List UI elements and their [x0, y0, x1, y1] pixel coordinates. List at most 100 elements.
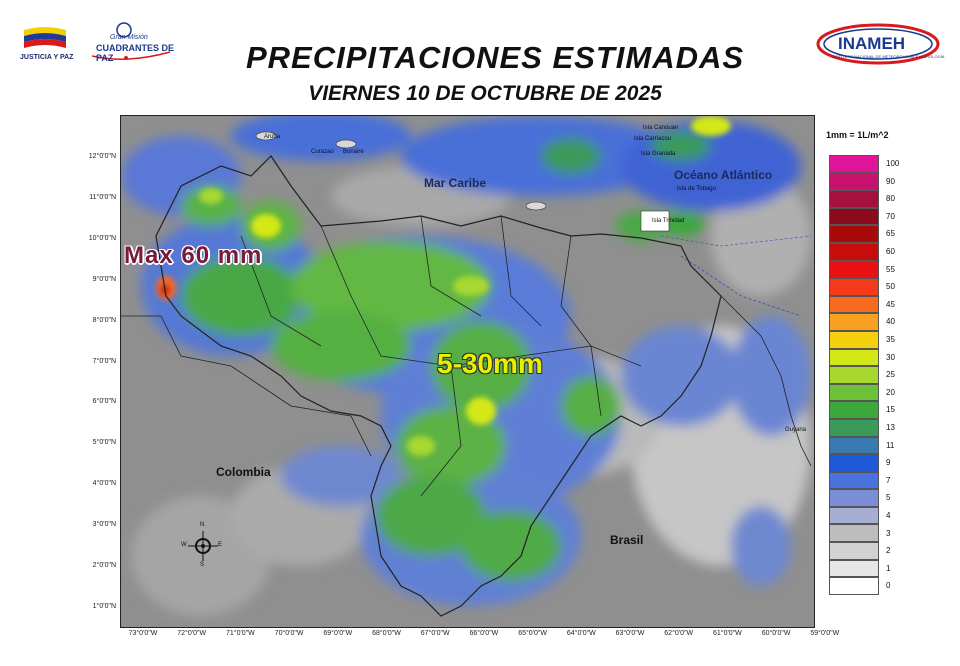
venezuela-flag-logo — [22, 24, 68, 52]
precipitation-map-graphic — [121, 116, 814, 627]
legend-swatch — [829, 559, 879, 578]
legend-label: 3 — [886, 528, 891, 538]
cuadrantes-text: CUADRANTES DE PAZ — [96, 43, 175, 63]
colombia-label: Colombia — [216, 465, 271, 479]
longitude-tick: 73°0'0"W — [128, 630, 158, 637]
longitude-tick: 71°0'0"W — [225, 630, 255, 637]
latitude-tick: 7°0'0"N — [92, 357, 116, 365]
legend-label: 9 — [886, 458, 891, 468]
legend-label: 5 — [886, 493, 891, 503]
legend-label: 50 — [886, 282, 895, 292]
legend-swatch — [829, 454, 879, 472]
legend-swatch — [829, 155, 879, 173]
latitude-tick: 4°0'0"N — [92, 480, 116, 488]
legend-label: 90 — [886, 176, 895, 186]
legend-label: 35 — [886, 335, 895, 344]
longitude-tick: 62°0'0"W — [664, 630, 694, 637]
bonaire-label: Bonaire — [343, 149, 364, 155]
legend-swatch — [829, 278, 879, 296]
latitude-tick: 10°0'0"N — [88, 234, 116, 242]
legend-label: 13 — [886, 423, 895, 432]
cuadrantes-de-paz-logo: Gran Misión CUADRANTES DE PAZ — [82, 20, 177, 63]
legend-label: 30 — [886, 352, 895, 362]
inameh-text: INAMEH — [838, 34, 906, 53]
legend-swatch — [829, 436, 879, 455]
legend-label: 40 — [886, 317, 895, 327]
legend-label: 80 — [886, 194, 895, 204]
legend-title: 1mm = 1L/m^2 — [826, 130, 889, 140]
legend-swatch — [829, 313, 879, 331]
legend-label: 4 — [886, 511, 891, 520]
longitude-tick: 64°0'0"W — [566, 630, 596, 637]
legend-swatch — [829, 295, 879, 314]
longitude-tick: 67°0'0"W — [420, 630, 450, 637]
inameh-logo: INAMEH INSTITUTO NACIONAL DE METEOROLOGÍ… — [816, 22, 944, 66]
guyana-label: Guyana — [785, 427, 807, 433]
legend-swatch — [829, 542, 879, 560]
legend-swatch — [829, 330, 879, 349]
latitude-tick: 11°0'0"N — [89, 193, 116, 201]
legend-label: 20 — [886, 387, 895, 397]
justicia-y-paz-text: JUSTICIA Y PAZ — [20, 54, 74, 61]
latitude-tick: 12°0'0"N — [88, 153, 116, 160]
page-subtitle: VIERNES 10 DE OCTUBRE DE 2025 — [308, 82, 662, 105]
legend-label: 55 — [886, 264, 895, 274]
mar-caribe-label: Mar Caribe — [424, 176, 487, 190]
max-annotation: Max 60 mm — [124, 242, 263, 269]
legend-swatch — [829, 524, 879, 543]
latitude-tick: 8°0'0"N — [92, 316, 116, 324]
legend-swatch — [829, 260, 879, 279]
compass-rose-icon: N S E W — [181, 522, 223, 569]
inameh-subtext: INSTITUTO NACIONAL DE METEOROLOGÍA E HID… — [832, 54, 945, 59]
legend-swatch — [829, 471, 879, 490]
latitude-tick: 3°0'0"N — [92, 521, 116, 529]
legend-label: 11 — [886, 440, 895, 450]
latitude-tick: 9°0'0"N — [92, 275, 116, 283]
brasil-label: Brasil — [610, 533, 644, 547]
legend-swatch — [829, 172, 879, 191]
curazao-label: Curazao — [311, 149, 334, 155]
longitude-tick: 69°0'0"W — [323, 630, 353, 637]
legend-label: 15 — [886, 405, 895, 415]
legend-label: 7 — [886, 475, 891, 485]
precipitation-map: Mar Caribe Océano Atlántico Colombia Bra… — [120, 115, 815, 628]
legend-swatch — [829, 207, 879, 226]
compass-e: E — [218, 542, 223, 548]
longitude-tick: 63°0'0"W — [615, 630, 645, 637]
legend-swatch — [829, 401, 879, 419]
latitude-tick: 1°0'0"N — [92, 602, 116, 610]
longitude-tick: 68°0'0"W — [372, 630, 401, 637]
longitude-tick: 60°0'0"W — [761, 630, 791, 637]
legend-label: 45 — [886, 299, 895, 309]
range-annotation: 5-30mm — [437, 348, 543, 379]
trinidad-label: Isla Trinidad — [652, 218, 685, 224]
legend-label: 60 — [886, 247, 895, 256]
legend-label: 0 — [886, 581, 891, 591]
compass-s: S — [200, 562, 205, 568]
aruba-label: Aruba — [264, 134, 281, 140]
legend-label: 70 — [886, 211, 895, 221]
latitude-tick: 5°0'0"N — [92, 439, 116, 447]
longitude-tick: 65°0'0"W — [518, 630, 547, 637]
tobago-label: Isla de Tobago — [677, 186, 716, 192]
longitude-tick: 66°0'0"W — [469, 630, 499, 637]
legend-label: 1 — [886, 563, 891, 573]
latitude-tick: 6°0'0"N — [92, 398, 116, 406]
legend-swatch — [829, 418, 879, 437]
canouan-label: Isla Canouan — [643, 125, 679, 131]
legend-swatch — [829, 383, 879, 402]
legend-swatch — [829, 225, 879, 243]
longitude-tick: 61°0'0"W — [712, 630, 742, 637]
legend-swatch — [829, 366, 879, 384]
legend-swatch — [829, 348, 879, 367]
latitude-tick: 2°0'0"N — [92, 562, 116, 569]
compass-w: W — [181, 542, 187, 548]
legend-label: 2 — [886, 546, 891, 556]
longitude-tick: 72°0'0"W — [177, 630, 207, 637]
longitude-tick: 59°0'0"W — [810, 630, 840, 637]
carriacou-label: Isla Carriacou — [634, 136, 672, 142]
legend-label: 25 — [886, 370, 895, 380]
legend-swatch — [829, 506, 879, 525]
legend-swatch — [829, 489, 879, 507]
granada-label: Isla Granada — [641, 151, 676, 157]
